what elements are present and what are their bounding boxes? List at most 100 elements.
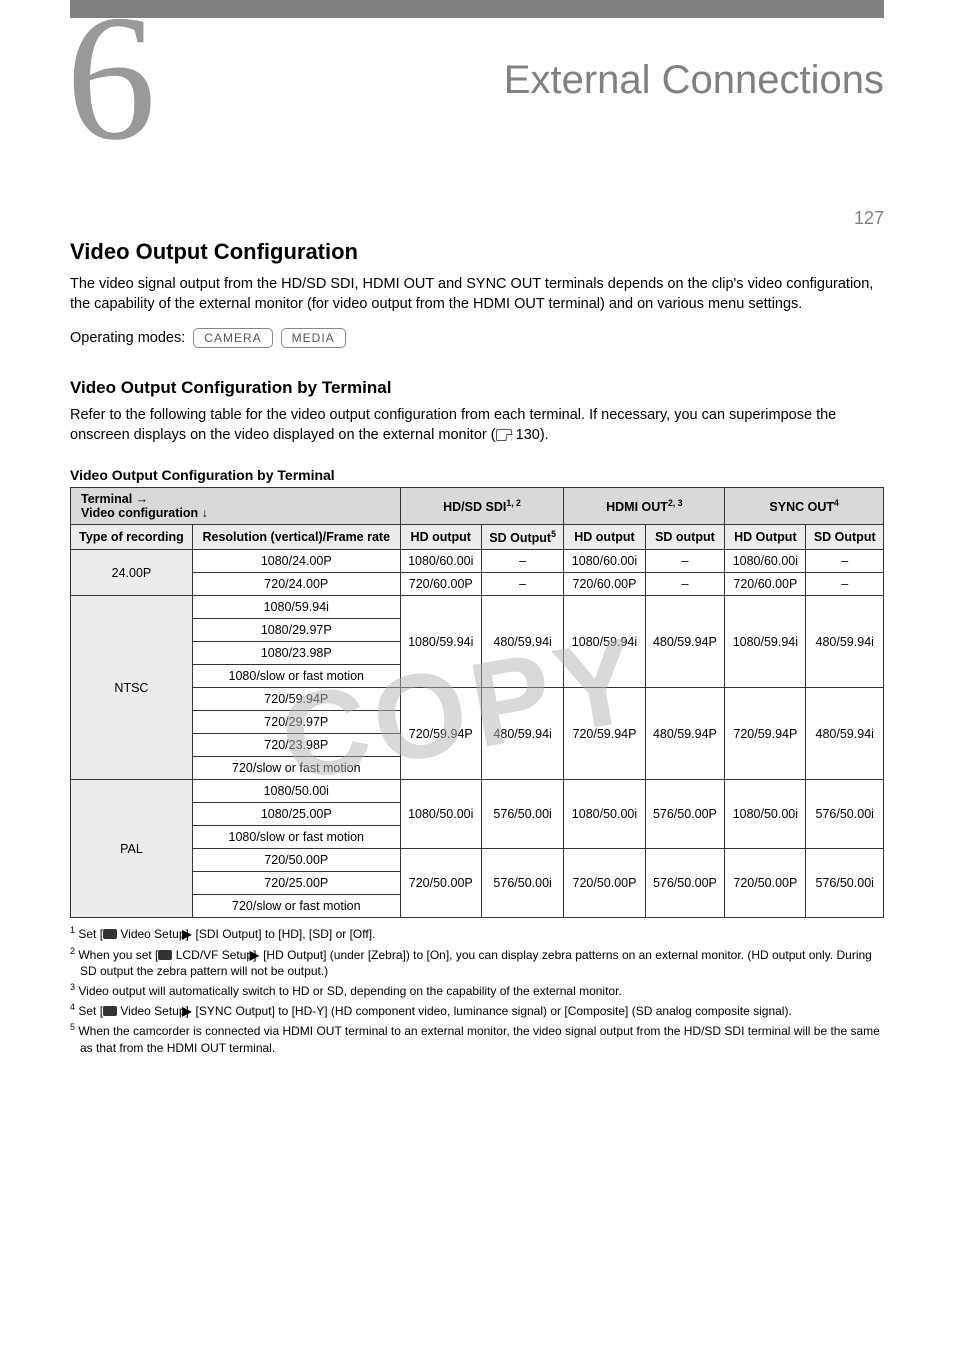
td-val: 480/59.94P — [645, 688, 725, 780]
td-val: 1080/60.00i — [564, 550, 645, 573]
td-val: – — [645, 550, 725, 573]
table-caption: Video Output Configuration by Terminal — [70, 467, 884, 483]
td-val: 480/59.94P — [645, 596, 725, 688]
top-accent-bar — [70, 0, 884, 18]
td-val: 720/59.94P — [400, 688, 481, 780]
td-group-2400p: 24.00P — [71, 550, 193, 596]
td-val: 720/60.00P — [564, 573, 645, 596]
footnote-5: 5 When the camcorder is connected via HD… — [70, 1021, 884, 1055]
td-val: 576/50.00i — [806, 780, 884, 849]
td-val: 1080/60.00i — [725, 550, 806, 573]
operating-modes-row: Operating modes: CAMERA MEDIA — [70, 328, 884, 348]
td-val: 480/59.94i — [481, 596, 564, 688]
td-group-ntsc: NTSC — [71, 596, 193, 780]
td-res: 1080/29.97P — [192, 619, 400, 642]
th-hd-output-3: HD Output — [725, 525, 806, 550]
table-row: NTSC 1080/59.94i 1080/59.94i 480/59.94i … — [71, 596, 884, 619]
section-intro: The video signal output from the HD/SD S… — [70, 275, 884, 314]
table-row: PAL 1080/50.00i 1080/50.00i 576/50.00i 1… — [71, 780, 884, 803]
section-title: Video Output Configuration — [70, 239, 884, 265]
td-val: – — [645, 573, 725, 596]
td-res: 720/slow or fast motion — [192, 895, 400, 918]
footnote-1: 1 Set [ Video Setup] ▶ [SDI Output] to [… — [70, 924, 884, 942]
th-sync-out: SYNC OUT4 — [725, 488, 884, 525]
td-res: 720/50.00P — [192, 849, 400, 872]
td-val: 1080/59.94i — [725, 596, 806, 688]
table-row: 720/24.00P 720/60.00P – 720/60.00P – 720… — [71, 573, 884, 596]
td-val: 720/50.00P — [400, 849, 481, 918]
page-number: 127 — [70, 208, 884, 229]
mode-badge-camera: CAMERA — [193, 328, 272, 348]
td-res: 1080/59.94i — [192, 596, 400, 619]
td-val: 576/50.00i — [806, 849, 884, 918]
table-row: 720/50.00P 720/50.00P 576/50.00i 720/50.… — [71, 849, 884, 872]
video-output-table: Terminal →Video configuration ↓ HD/SD SD… — [70, 487, 884, 918]
td-val: – — [806, 550, 884, 573]
td-res: 720/59.94P — [192, 688, 400, 711]
table-row: 720/59.94P 720/59.94P 480/59.94i 720/59.… — [71, 688, 884, 711]
footnote-3: 3 Video output will automatically switch… — [70, 981, 884, 999]
subsection-intro-a: Refer to the following table for the vid… — [70, 407, 836, 443]
td-group-pal: PAL — [71, 780, 193, 918]
td-val: – — [481, 550, 564, 573]
td-val: 720/50.00P — [564, 849, 645, 918]
th-hd-output-2: HD output — [564, 525, 645, 550]
subsection-intro: Refer to the following table for the vid… — [70, 406, 884, 445]
td-val: 1080/50.00i — [400, 780, 481, 849]
td-res: 1080/slow or fast motion — [192, 665, 400, 688]
td-val: 720/60.00P — [400, 573, 481, 596]
td-val: 720/59.94P — [564, 688, 645, 780]
footnote-4: 4 Set [ Video Setup] ▶ [SYNC Output] to … — [70, 1001, 884, 1019]
td-val: 720/50.00P — [725, 849, 806, 918]
th-hdsd-sdi: HD/SD SDI1, 2 — [400, 488, 564, 525]
td-res: 720/24.00P — [192, 573, 400, 596]
td-val: 1080/50.00i — [725, 780, 806, 849]
td-val: 720/60.00P — [725, 573, 806, 596]
td-val: 1080/59.94i — [400, 596, 481, 688]
td-res: 720/29.97P — [192, 711, 400, 734]
td-val: 1080/59.94i — [564, 596, 645, 688]
table-row: 24.00P 1080/24.00P 1080/60.00i – 1080/60… — [71, 550, 884, 573]
td-val: – — [806, 573, 884, 596]
footnotes: 1 Set [ Video Setup] ▶ [SDI Output] to [… — [70, 924, 884, 1055]
th-sd-output-1: SD Output5 — [481, 525, 564, 550]
td-val: 480/59.94i — [481, 688, 564, 780]
td-val: 480/59.94i — [806, 596, 884, 688]
mode-badge-media: MEDIA — [281, 328, 346, 348]
page-ref-icon — [496, 429, 512, 441]
td-val: 576/50.00i — [481, 780, 564, 849]
th-type-of-recording: Type of recording — [71, 525, 193, 550]
td-res: 1080/slow or fast motion — [192, 826, 400, 849]
operating-modes-label: Operating modes: — [70, 330, 185, 346]
chapter-title: External Connections — [504, 58, 884, 103]
lcd-icon — [158, 950, 172, 960]
td-res: 720/25.00P — [192, 872, 400, 895]
footnote-2: 2 When you set [ LCD/VF Setup] ▶ [HD Out… — [70, 945, 884, 979]
td-val: – — [481, 573, 564, 596]
subsection-intro-b: ). — [540, 427, 549, 443]
td-res: 1080/24.00P — [192, 550, 400, 573]
th-resolution: Resolution (vertical)/Frame rate — [192, 525, 400, 550]
th-sd-output-2: SD output — [645, 525, 725, 550]
td-res: 720/slow or fast motion — [192, 757, 400, 780]
td-val: 576/50.00P — [645, 780, 725, 849]
td-val: 1080/60.00i — [400, 550, 481, 573]
th-hd-output-1: HD output — [400, 525, 481, 550]
th-hdmi-out: HDMI OUT2, 3 — [564, 488, 725, 525]
td-res: 1080/50.00i — [192, 780, 400, 803]
td-res: 1080/25.00P — [192, 803, 400, 826]
chapter-header: 6 External Connections — [70, 18, 884, 168]
td-res: 720/23.98P — [192, 734, 400, 757]
page-ref-number: 130 — [516, 427, 540, 443]
td-val: 576/50.00P — [645, 849, 725, 918]
td-val: 480/59.94i — [806, 688, 884, 780]
chapter-number: 6 — [66, 0, 156, 168]
subsection-title: Video Output Configuration by Terminal — [70, 378, 884, 398]
menu-icon — [103, 929, 117, 939]
td-val: 576/50.00i — [481, 849, 564, 918]
td-val: 720/59.94P — [725, 688, 806, 780]
th-terminal: Terminal →Video configuration ↓ — [71, 488, 401, 525]
menu-icon — [103, 1006, 117, 1016]
td-res: 1080/23.98P — [192, 642, 400, 665]
th-sd-output-3: SD Output — [806, 525, 884, 550]
